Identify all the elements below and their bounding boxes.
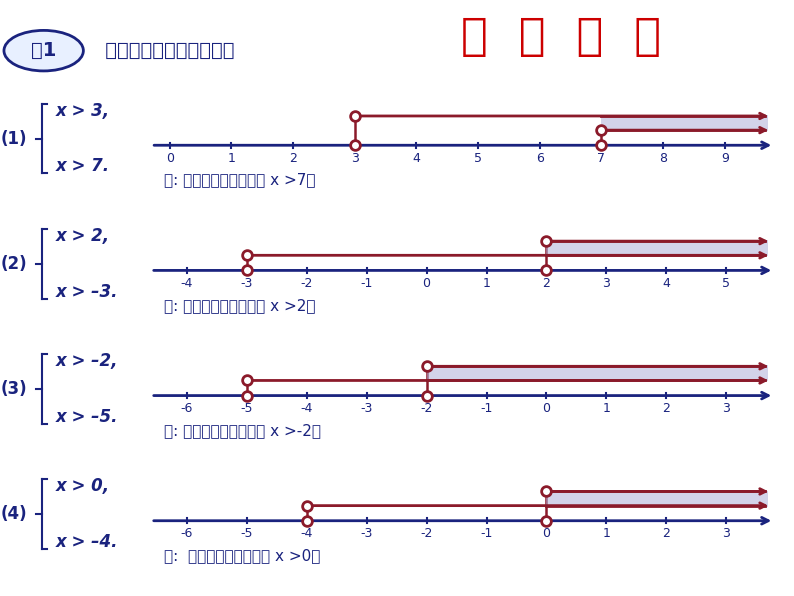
Bar (546, 491, 768, 507)
Text: 3: 3 (351, 152, 359, 165)
Text: 3: 3 (723, 527, 730, 541)
Text: 2: 2 (289, 152, 297, 165)
Text: x > –3.: x > –3. (56, 283, 118, 300)
Text: -1: -1 (360, 277, 373, 290)
Text: 1: 1 (483, 277, 491, 290)
Text: -3: -3 (241, 277, 253, 290)
Text: -2: -2 (420, 402, 433, 415)
Text: x > 7.: x > 7. (56, 157, 110, 175)
Text: x > –2,: x > –2, (56, 352, 118, 370)
Text: 求下列不等式组的解集：: 求下列不等式组的解集： (99, 41, 235, 60)
Text: x > –4.: x > –4. (56, 533, 118, 551)
Text: -3: -3 (360, 527, 373, 541)
Text: 2: 2 (662, 402, 670, 415)
Text: 解: 原不等式组的解集为 x >-2；: 解: 原不等式组的解集为 x >-2； (164, 423, 322, 438)
Text: -2: -2 (301, 277, 313, 290)
Text: -1: -1 (480, 402, 493, 415)
Text: 0: 0 (422, 277, 430, 290)
Text: 大  大  取  大: 大 大 取 大 (461, 15, 661, 58)
Text: (1): (1) (1, 129, 27, 148)
Bar (546, 240, 768, 256)
Text: x > 0,: x > 0, (56, 477, 110, 495)
Text: -6: -6 (181, 402, 193, 415)
Text: -1: -1 (480, 527, 493, 541)
Text: (2): (2) (1, 254, 27, 273)
Text: (4): (4) (1, 505, 27, 523)
Text: -3: -3 (360, 402, 373, 415)
Text: 0: 0 (542, 527, 550, 541)
Bar (426, 365, 768, 381)
Text: x > –5.: x > –5. (56, 408, 118, 426)
Bar (602, 115, 768, 131)
Text: 0: 0 (542, 402, 550, 415)
Text: 1: 1 (603, 402, 611, 415)
Text: (3): (3) (1, 380, 27, 398)
Text: 1: 1 (603, 527, 611, 541)
Text: 4: 4 (413, 152, 420, 165)
Text: 7: 7 (597, 152, 606, 165)
Text: 3: 3 (603, 277, 611, 290)
Text: x > 2,: x > 2, (56, 227, 110, 245)
Text: 0: 0 (166, 152, 174, 165)
Text: 5: 5 (474, 152, 482, 165)
Text: 2: 2 (662, 527, 670, 541)
Text: 2: 2 (542, 277, 550, 290)
Text: 1: 1 (228, 152, 235, 165)
Text: 9: 9 (721, 152, 729, 165)
Text: -4: -4 (301, 402, 313, 415)
Text: 解: 原不等式组的解集为 x >2；: 解: 原不等式组的解集为 x >2； (164, 298, 316, 313)
Text: 8: 8 (659, 152, 667, 165)
Text: 5: 5 (723, 277, 730, 290)
Text: x > 3,: x > 3, (56, 102, 110, 120)
Text: 4: 4 (662, 277, 670, 290)
Text: -4: -4 (301, 527, 313, 541)
Text: -4: -4 (181, 277, 193, 290)
Text: 3: 3 (723, 402, 730, 415)
Text: -6: -6 (181, 527, 193, 541)
Text: -5: -5 (241, 402, 253, 415)
Text: 6: 6 (536, 152, 544, 165)
Text: 解: 原不等式组的解集为 x >7；: 解: 原不等式组的解集为 x >7； (164, 173, 316, 188)
Text: -5: -5 (241, 527, 253, 541)
Text: 例1: 例1 (31, 41, 56, 60)
Ellipse shape (4, 30, 83, 71)
Text: -2: -2 (420, 527, 433, 541)
Text: 解:  原不等式组的解集为 x >0。: 解: 原不等式组的解集为 x >0。 (164, 548, 321, 563)
